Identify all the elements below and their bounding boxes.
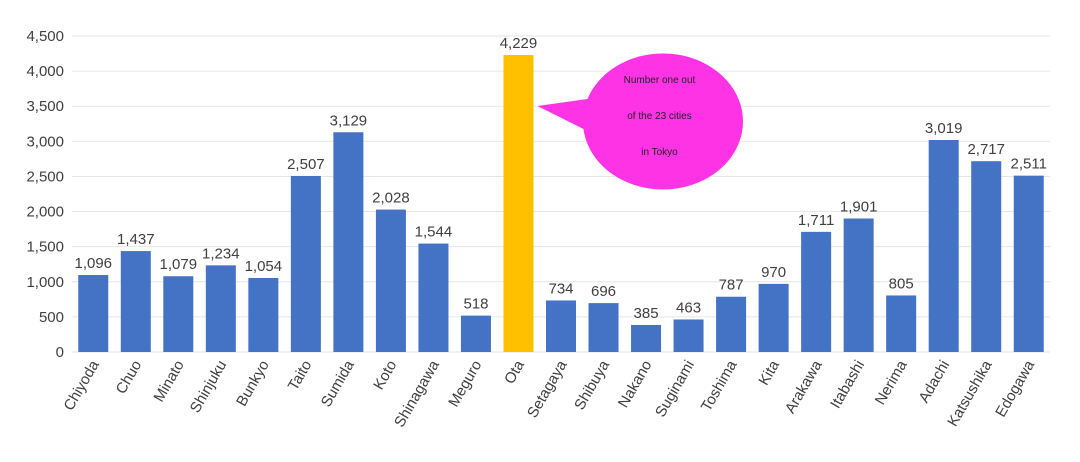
bar-itabashi [843, 218, 874, 352]
x-tick-label: Taito [285, 358, 316, 394]
y-tick-label: 500 [39, 309, 64, 326]
bar-sumida [333, 132, 364, 352]
data-label: 1,096 [74, 255, 112, 272]
bar-arakawa [801, 231, 832, 352]
x-tick-label: Bunkyo [233, 358, 273, 410]
data-label: 1,234 [202, 245, 240, 262]
data-label: 518 [463, 296, 488, 313]
data-label: 2,717 [967, 141, 1005, 158]
bar-shinjuku [205, 265, 236, 352]
x-tick-label: Kita [755, 357, 783, 388]
y-tick-label: 0 [56, 344, 64, 361]
x-tick-label: Suginami [652, 358, 698, 421]
x-tick-label: Chiyoda [60, 357, 103, 414]
data-label: 1,544 [415, 224, 453, 241]
callout-text-line-3: in Tokyo [641, 147, 678, 158]
x-tick-label: Shibuya [571, 357, 613, 413]
bar-kita [758, 283, 789, 352]
y-axis: 0 500 1,000 1,500 2,000 2,500 3,000 3,500 4,000 4… [26, 28, 64, 361]
data-label: 1,079 [160, 256, 198, 273]
data-label: 2,511 [1011, 156, 1047, 173]
data-label: 787 [719, 277, 744, 294]
data-label: 385 [634, 305, 659, 322]
y-tick-label: 3,000 [26, 133, 64, 150]
bars [78, 55, 1044, 353]
bar-koto [375, 209, 406, 352]
data-label: 1,054 [245, 258, 283, 275]
data-label: 1,437 [117, 231, 155, 248]
bar-chiyoda [78, 275, 109, 352]
callout-bubble [537, 53, 743, 190]
data-label: 805 [889, 275, 914, 292]
bar-shibuya [588, 303, 619, 352]
x-tick-label: Chuo [113, 358, 146, 398]
y-tick-label: 4,000 [26, 63, 64, 80]
x-tick-label: Itabashi [827, 358, 868, 412]
x-tick-label: Shinjuku [187, 358, 230, 416]
bar-nerima [886, 295, 917, 352]
y-tick-label: 2,000 [26, 204, 64, 221]
bar-toshima [716, 296, 747, 352]
y-tick-label: 2,500 [26, 168, 64, 185]
data-label: 2,028 [372, 190, 410, 207]
bar-meguro [460, 315, 491, 352]
bar-setagaya [546, 300, 576, 352]
bar-ota [503, 55, 534, 353]
y-tick-label: 4,500 [26, 28, 64, 45]
bar-adachi [928, 139, 959, 352]
data-label: 3,019 [925, 120, 963, 137]
y-tick-label: 3,500 [26, 98, 64, 115]
data-label: 3,129 [330, 112, 368, 129]
x-axis: Chiyoda Chuo Minato Shinjuku Bunkyo Taito Sumi… [60, 357, 1038, 430]
bar-suginami [673, 319, 704, 352]
data-label: 2,507 [287, 156, 325, 173]
x-tick-label: Minato [151, 358, 188, 405]
data-label: 1,711 [798, 212, 834, 229]
bar-katsushika [971, 161, 1002, 352]
annotation-callout: Number one out of the 23 cities in Tokyo [537, 53, 743, 190]
data-label: 1,901 [840, 199, 878, 216]
x-tick-label: Arakawa [782, 357, 826, 417]
bar-edogawa [1013, 175, 1044, 352]
y-tick-label: 1,500 [26, 239, 64, 256]
bar-taito [290, 175, 321, 352]
callout-text-line-2: of the 23 cities [627, 111, 691, 122]
x-tick-label: Meguro [445, 358, 485, 411]
x-tick-label: Sumida [318, 357, 358, 410]
bar-chuo [120, 251, 151, 352]
data-label: 970 [761, 264, 786, 281]
data-label: 463 [676, 299, 701, 316]
x-tick-label: Setagaya [524, 357, 571, 421]
x-tick-label: Nerima [872, 357, 911, 408]
bar-nakano [631, 324, 662, 352]
data-label: 696 [591, 283, 616, 300]
x-tick-label: Toshima [698, 357, 741, 414]
x-tick-label: Ota [501, 357, 528, 387]
data-label: 734 [548, 280, 573, 297]
x-tick-label: Koto [370, 358, 400, 393]
x-tick-label: Adachi [915, 358, 953, 406]
x-tick-label: Nakano [615, 358, 656, 411]
data-label: 4,229 [500, 35, 538, 52]
bar-bunkyo [248, 277, 279, 352]
x-tick-label: Edogawa [992, 357, 1038, 420]
callout-text-line-1: Number one out [624, 75, 696, 86]
bar-minato [163, 276, 194, 352]
bar-shinagawa [418, 243, 449, 352]
y-tick-label: 1,000 [26, 274, 64, 291]
